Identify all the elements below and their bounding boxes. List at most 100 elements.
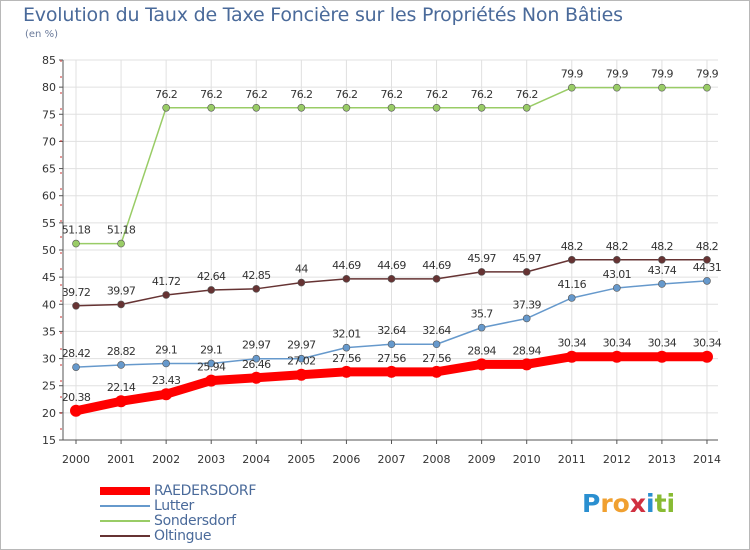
data-point-raedersdorf xyxy=(520,358,533,371)
data-label-lutter: 29.97 xyxy=(287,339,316,352)
data-label-raedersdorf: 30.34 xyxy=(603,337,632,350)
legend-label-raedersdorf: RAEDERSDORF xyxy=(154,483,257,499)
data-point-raedersdorf xyxy=(160,388,173,401)
data-label-oltingue: 42.85 xyxy=(242,269,271,282)
legend-label-oltingue: Oltingue xyxy=(154,528,212,544)
data-point-raedersdorf xyxy=(610,350,623,363)
data-label-oltingue: 39.72 xyxy=(62,286,91,299)
data-label-oltingue: 42.64 xyxy=(197,270,226,283)
legend-item-lutter[interactable]: Lutter xyxy=(100,498,400,514)
data-point-oltingue xyxy=(703,255,711,264)
y-tick-label: 20 xyxy=(42,407,56,420)
y-tick-label: 65 xyxy=(42,163,56,176)
x-tick-labels: 2000 2001 2002 2003 2004 2005 2006 2007 2008 2009… xyxy=(62,453,721,466)
data-label-oltingue: 48.2 xyxy=(696,240,718,253)
data-label-raedersdorf: 22.14 xyxy=(107,381,136,394)
x-tick-label: 2014 xyxy=(693,453,721,466)
data-point-sondersdorf xyxy=(522,103,531,112)
legend-label-sondersdorf: Sondersdorf xyxy=(154,513,236,529)
x-tick-label: 2005 xyxy=(287,453,315,466)
data-point-sondersdorf xyxy=(658,83,666,92)
data-label-lutter: 37.39 xyxy=(512,298,541,311)
data-point-oltingue xyxy=(207,286,216,294)
data-label-oltingue: 44.69 xyxy=(332,259,361,272)
data-point-sondersdorf xyxy=(477,103,486,112)
data-point-oltingue xyxy=(613,255,621,264)
series-lines xyxy=(70,83,713,417)
data-point-lutter xyxy=(162,359,170,368)
data-label-lutter: 35.7 xyxy=(471,308,494,321)
data-label-sondersdorf: 76.2 xyxy=(155,88,177,101)
legend-item-raedersdorf[interactable]: RAEDERSDORF xyxy=(100,483,400,499)
data-label-sondersdorf: 76.2 xyxy=(471,88,493,101)
data-label-sondersdorf: 76.2 xyxy=(290,88,312,101)
data-label-oltingue: 48.2 xyxy=(561,240,583,253)
data-label-sondersdorf: 79.9 xyxy=(696,68,719,81)
data-point-lutter xyxy=(567,294,576,302)
data-label-sondersdorf: 76.2 xyxy=(380,88,402,101)
data-point-oltingue xyxy=(522,268,531,276)
data-point-lutter xyxy=(387,340,396,349)
data-point-oltingue xyxy=(72,302,80,310)
data-label-oltingue: 39.97 xyxy=(107,284,136,297)
y-tick-label: 85 xyxy=(42,54,56,67)
data-label-lutter: 43.01 xyxy=(603,268,632,281)
data-label-raedersdorf: 30.34 xyxy=(693,337,722,350)
data-label-sondersdorf: 76.2 xyxy=(245,88,267,101)
data-point-oltingue xyxy=(117,300,125,309)
data-label-lutter: 32.01 xyxy=(332,328,361,341)
data-point-raedersdorf xyxy=(385,365,398,378)
y-tick-label: 75 xyxy=(42,108,56,121)
data-label-oltingue: 44.69 xyxy=(377,259,406,272)
data-point-raedersdorf xyxy=(250,371,263,384)
data-point-sondersdorf xyxy=(297,103,306,112)
data-point-raedersdorf xyxy=(700,350,713,363)
data-point-sondersdorf xyxy=(613,83,621,92)
data-point-raedersdorf xyxy=(205,374,218,387)
x-tick-label: 2002 xyxy=(152,453,180,466)
axes xyxy=(59,59,718,444)
data-point-lutter xyxy=(342,343,351,352)
data-point-sondersdorf xyxy=(72,239,80,248)
y-tick-label: 40 xyxy=(42,298,56,311)
data-point-lutter xyxy=(297,354,306,363)
data-point-oltingue xyxy=(342,275,351,283)
x-tick-label: 2000 xyxy=(62,453,90,466)
y-tick-label: 60 xyxy=(42,190,56,203)
data-label-raedersdorf: 23.43 xyxy=(152,374,181,387)
data-point-sondersdorf xyxy=(162,103,170,112)
x-tick-label: 2013 xyxy=(648,453,676,466)
data-point-raedersdorf xyxy=(340,365,353,378)
logo-letter: P xyxy=(582,489,601,518)
data-point-raedersdorf xyxy=(295,368,308,381)
data-point-lutter xyxy=(72,363,80,371)
proxiti-logo: Proxiti xyxy=(582,489,675,518)
data-label-oltingue: 41.72 xyxy=(152,275,181,288)
data-point-raedersdorf xyxy=(70,404,82,417)
data-label-raedersdorf: 27.02 xyxy=(287,355,316,368)
data-label-raedersdorf: 25.94 xyxy=(197,361,226,374)
data-point-sondersdorf xyxy=(703,83,711,92)
y-axis-unit-label: (en %) xyxy=(25,29,58,40)
legend-item-sondersdorf[interactable]: Sondersdorf xyxy=(100,513,400,529)
logo-letter: i xyxy=(646,489,655,518)
legend-item-oltingue[interactable]: Oltingue xyxy=(100,528,400,544)
legend-swatch-oltingue xyxy=(100,535,150,537)
y-tick-labels: 15 20 25 30 35 40 45 50 55 60 65 70 75 80 85 xyxy=(42,54,56,447)
data-label-oltingue: 45.97 xyxy=(467,252,496,265)
x-tick-label: 2009 xyxy=(468,453,496,466)
data-label-lutter: 29.97 xyxy=(242,339,271,352)
data-label-raedersdorf: 26.46 xyxy=(242,358,271,371)
legend: RAEDERSDORF Lutter Sondersdorf Oltingue xyxy=(100,483,400,544)
x-tick-label: 2012 xyxy=(603,453,631,466)
data-label-sondersdorf: 76.2 xyxy=(335,88,357,101)
data-point-sondersdorf xyxy=(117,239,125,248)
x-tick-label: 2003 xyxy=(197,453,225,466)
data-point-lutter xyxy=(703,277,711,285)
data-point-sondersdorf xyxy=(387,103,396,112)
data-label-lutter: 44.31 xyxy=(693,261,722,274)
data-label-raedersdorf: 28.94 xyxy=(467,344,496,357)
data-point-sondersdorf xyxy=(342,103,351,112)
data-point-oltingue xyxy=(387,275,396,283)
